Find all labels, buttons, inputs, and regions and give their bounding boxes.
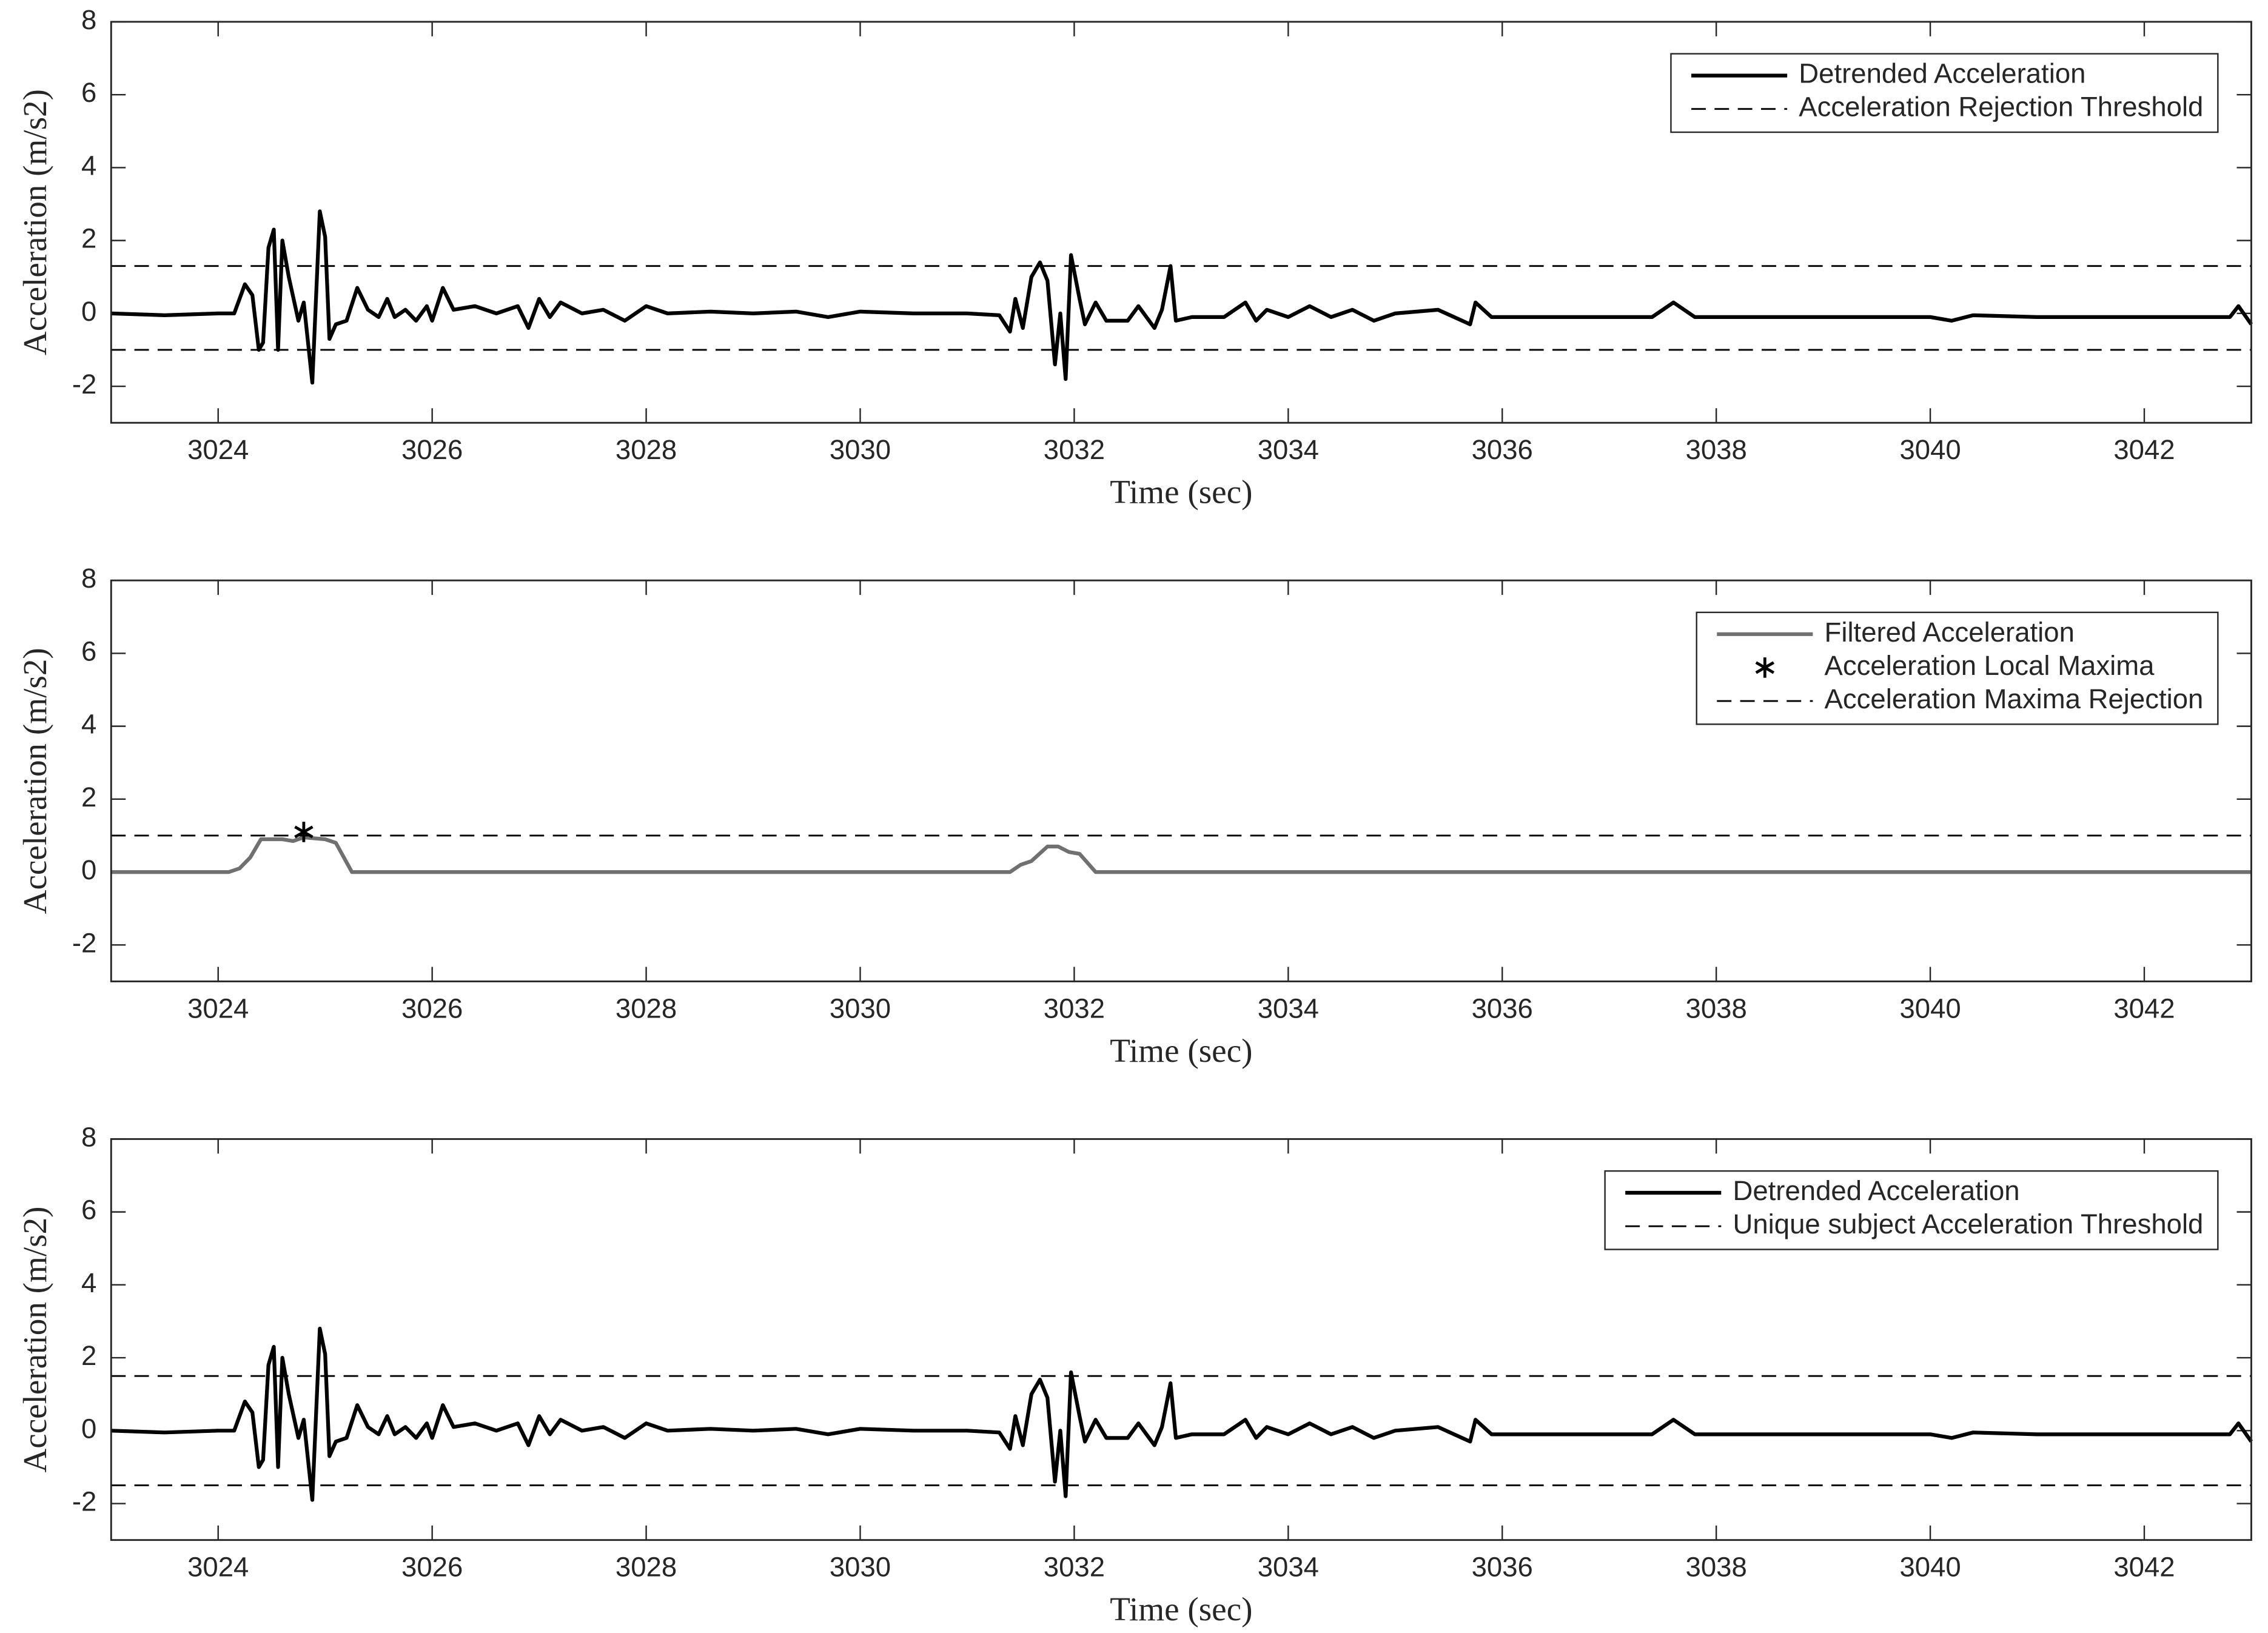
x-tick-label: 3038 — [1686, 434, 1747, 465]
signal-line — [111, 835, 2252, 874]
legend-label: Detrended Acceleration — [1733, 1175, 2019, 1206]
x-tick-label: 3026 — [401, 1552, 463, 1583]
x-tick-label: 3034 — [1258, 434, 1319, 465]
x-tick-label: 3032 — [1044, 434, 1105, 465]
x-axis-label: Time (sec) — [1110, 474, 1252, 511]
y-tick-label: 6 — [81, 77, 96, 108]
y-tick-label: 2 — [81, 1340, 96, 1371]
x-tick-label: 3040 — [1899, 434, 1961, 465]
y-tick-label: 6 — [81, 1195, 96, 1226]
x-tick-label: 3026 — [401, 434, 463, 465]
x-tick-label: 3036 — [1472, 434, 1533, 465]
x-tick-label: 3030 — [830, 434, 891, 465]
y-tick-label: -2 — [72, 1486, 96, 1517]
x-tick-label: 3028 — [616, 993, 677, 1024]
axes: 3024 3026 3028 3030 3032 3034 3036 3038 3040 3042… — [16, 1121, 2253, 1628]
x-tick-label: 3032 — [1044, 1552, 1105, 1583]
y-tick-label: 8 — [81, 1121, 96, 1152]
y-tick-label: 4 — [81, 150, 96, 181]
x-tick-label: 3028 — [616, 434, 677, 465]
x-tick-label: 3032 — [1044, 993, 1105, 1024]
y-tick-label: -2 — [72, 927, 96, 958]
y-tick-label: -2 — [72, 369, 96, 400]
y-tick-label: 0 — [81, 854, 96, 885]
legend-label: Unique subject Acceleration Threshold — [1733, 1209, 2203, 1239]
signal-line — [111, 1326, 2253, 1502]
legend-box — [1604, 1170, 2219, 1250]
y-axis-label: Acceleration (m/s2) — [16, 89, 53, 355]
legend-label: Filtered Acceleration — [1825, 617, 2075, 648]
y-tick-label: 4 — [81, 1267, 96, 1298]
legend-label: Acceleration Maxima Rejection — [1825, 683, 2204, 714]
plot-frame — [110, 579, 2252, 982]
x-tick-label: 3042 — [2113, 993, 2175, 1024]
x-tick-label: 3036 — [1472, 993, 1533, 1024]
x-tick-label: 3034 — [1258, 1552, 1319, 1583]
y-axis-label: Acceleration (m/s2) — [16, 648, 53, 914]
y-tick-label: 8 — [81, 563, 96, 594]
legend-box — [1670, 53, 2219, 133]
plot-frame — [110, 21, 2252, 424]
x-tick-label: 3024 — [187, 1552, 249, 1583]
x-tick-label: 3030 — [830, 1552, 891, 1583]
x-tick-label: 3030 — [830, 993, 891, 1024]
y-tick-label: 4 — [81, 709, 96, 740]
axes: 3024 3026 3028 3030 3032 3034 3036 3038 3040 3042… — [16, 4, 2253, 511]
x-axis-label: Time (sec) — [1110, 1591, 1252, 1628]
asterisk-stroke — [1755, 661, 1775, 674]
x-tick-label: 3038 — [1686, 993, 1747, 1024]
plot-frame — [110, 1138, 2252, 1541]
x-tick-label: 3036 — [1472, 1552, 1533, 1583]
y-tick-label: 8 — [81, 4, 96, 35]
signal-line — [111, 209, 2253, 385]
x-tick-label: 3024 — [187, 434, 249, 465]
y-axis-label: Acceleration (m/s2) — [16, 1207, 53, 1473]
legend-label: Detrended Acceleration — [1799, 58, 2085, 89]
y-tick-label: 6 — [81, 635, 96, 666]
legend-label: Acceleration Local Maxima — [1825, 650, 2155, 681]
axes: 3024 3026 3028 3030 3032 3034 3036 3038 3040 3042… — [16, 563, 2252, 1069]
legend-box — [1696, 611, 2219, 725]
x-tick-label: 3040 — [1899, 1552, 1961, 1583]
x-tick-label: 3028 — [616, 1552, 677, 1583]
x-tick-label: 3040 — [1899, 993, 1961, 1024]
x-tick-label: 3034 — [1258, 993, 1319, 1024]
x-tick-label: 3042 — [2113, 434, 2175, 465]
x-tick-label: 3026 — [401, 993, 463, 1024]
x-tick-label: 3042 — [2113, 1552, 2175, 1583]
y-tick-label: 0 — [81, 1413, 96, 1444]
x-axis-label: Time (sec) — [1110, 1032, 1252, 1069]
x-tick-label: 3038 — [1686, 1552, 1747, 1583]
legend-marker — [1755, 657, 1775, 678]
legend-label: Acceleration Rejection Threshold — [1799, 92, 2203, 122]
y-tick-label: 2 — [81, 223, 96, 254]
y-tick-label: 2 — [81, 782, 96, 813]
y-tick-label: 0 — [81, 296, 96, 327]
x-tick-label: 3024 — [187, 993, 249, 1024]
